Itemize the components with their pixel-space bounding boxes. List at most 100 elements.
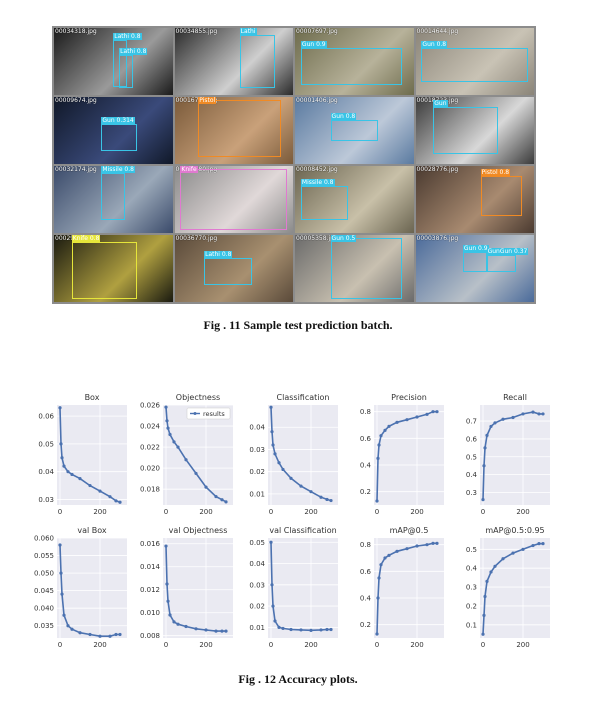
plot-title: Classification [277, 393, 330, 402]
data-point [78, 631, 82, 635]
detection-box [180, 169, 288, 230]
plot-panel: 0.04 0.03 0.02 0.01 0 200 Classification [249, 393, 338, 516]
data-point [395, 420, 399, 424]
data-point [483, 446, 487, 450]
prediction-tile: 00008452.jpg Missile 0.8 [295, 166, 414, 233]
data-point [168, 432, 172, 437]
tile-filename: 00034318.jpg [55, 28, 97, 35]
data-point [98, 489, 102, 493]
tile-filename: 00003876.jpg [416, 235, 459, 242]
data-point [531, 543, 535, 548]
tile-filename: 00036770.jpg [175, 235, 218, 242]
x-tick-label: 200 [304, 508, 317, 516]
detection-box [300, 186, 349, 220]
plot-title: mAP@0.5:0.95 [485, 526, 544, 535]
y-tick-label: 0.6 [360, 435, 372, 443]
data-point [98, 634, 102, 638]
y-tick-label: 0.6 [360, 568, 372, 576]
data-point [489, 424, 493, 429]
plot-background [57, 405, 127, 505]
data-point [531, 410, 535, 414]
data-point [299, 484, 303, 488]
detection-label: Gun 0.314 [101, 116, 135, 124]
data-point [204, 628, 208, 632]
detection-box [204, 258, 252, 286]
data-point [289, 476, 293, 480]
data-point [377, 443, 381, 447]
data-point [431, 410, 435, 414]
y-tick-label: 0.024 [140, 423, 161, 431]
data-point [224, 629, 228, 633]
detection-box [421, 48, 529, 82]
data-point [214, 494, 218, 499]
data-point [66, 470, 70, 474]
plot-title: Objectness [176, 393, 220, 402]
data-point [172, 620, 176, 624]
legend-marker [193, 412, 197, 415]
y-tick-label: 0.5 [466, 546, 477, 554]
x-tick-label: 0 [164, 508, 168, 516]
data-point [489, 570, 493, 574]
prediction-tile: 00034855.jpg Lathi [174, 28, 293, 95]
plot-panel: 0.8 0.6 0.4 0.2 0 200 mAP@0.5 [360, 526, 444, 649]
data-point [166, 599, 170, 603]
data-point [481, 632, 485, 636]
detection-box [101, 172, 126, 220]
y-tick-label: 0.014 [140, 563, 161, 571]
y-tick-label: 0.8 [360, 541, 371, 549]
detection-box [101, 123, 137, 151]
data-point [118, 500, 122, 504]
data-point [166, 426, 170, 430]
detection-label: Pistol [198, 97, 217, 104]
plot-panel: 0.06 0.05 0.04 0.03 0 200 Box [38, 393, 127, 516]
detection-label: Gun 0.9 [300, 41, 327, 49]
x-tick-label: 200 [410, 508, 423, 516]
x-tick-label: 0 [58, 641, 62, 649]
data-point [521, 547, 525, 551]
y-tick-label: 0.02 [249, 603, 265, 611]
data-point [483, 594, 487, 599]
data-point [325, 497, 329, 502]
data-point [299, 628, 303, 632]
y-tick-label: 0.03 [249, 581, 265, 589]
data-point [273, 452, 277, 456]
legend-label: results [203, 410, 225, 418]
plot-panel: 0.8 0.6 0.4 0.2 0 200 Precision [360, 393, 444, 516]
plot-title: val Objectness [169, 526, 228, 535]
plot-background [374, 405, 444, 505]
data-point [165, 419, 169, 423]
prediction-tile: 00034318.jpg Lathi 0.8 Lathi 0.8 [54, 28, 173, 95]
data-point [277, 625, 281, 629]
detection-label: Gun 0.5 [330, 235, 357, 242]
tile-filename: 00005358.jpg [296, 235, 338, 242]
y-tick-label: 0.05 [38, 440, 54, 448]
data-point [405, 418, 409, 422]
data-point [164, 544, 168, 548]
data-point [281, 467, 285, 472]
x-tick-label: 200 [93, 508, 106, 516]
detection-box [300, 48, 402, 85]
detection-box [71, 241, 137, 299]
data-point [172, 440, 176, 444]
data-point [481, 498, 485, 502]
data-point [431, 541, 435, 545]
data-point [277, 461, 281, 465]
data-point [375, 632, 379, 636]
tile-filename: 00008452.jpg [296, 166, 338, 173]
data-point [482, 464, 486, 468]
plot-background [374, 538, 444, 638]
plot-title: val Classification [269, 526, 336, 535]
plot-title: Recall [503, 393, 527, 402]
prediction-tile: 00016780.jpgKnife [174, 166, 293, 233]
y-tick-label: 0.018 [140, 486, 160, 494]
data-point [425, 543, 429, 547]
data-point [60, 456, 64, 460]
x-tick-label: 0 [375, 508, 379, 516]
prediction-tile: 00014644.jpg Gun 0.8 [415, 28, 534, 95]
plot-title: val Box [77, 526, 107, 535]
plot-panel: 0.026 0.024 0.022 0.020 0.018 0 200 Objectness r… [140, 393, 233, 516]
plot-background [268, 405, 338, 505]
data-point [485, 433, 489, 437]
